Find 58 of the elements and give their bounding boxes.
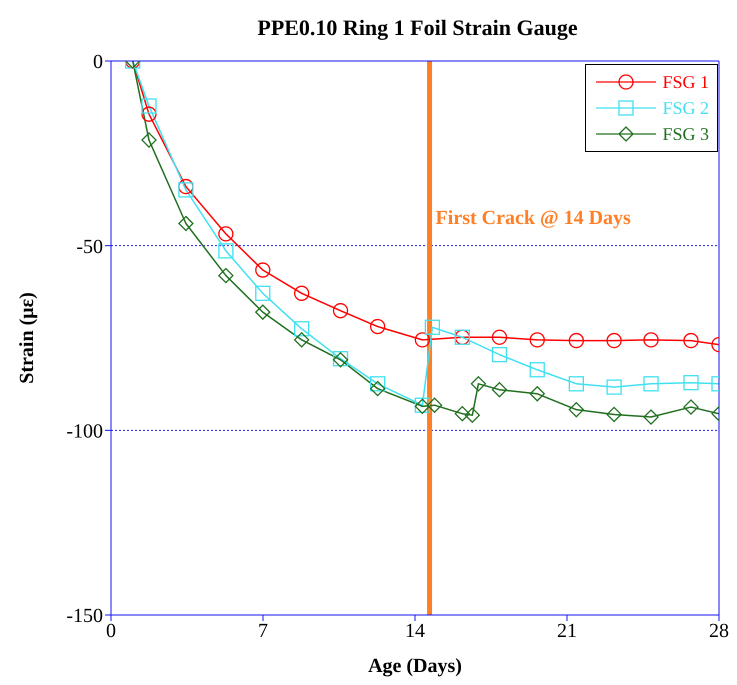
point (141, 132, 157, 148)
point (218, 268, 234, 284)
point (178, 216, 194, 232)
point (530, 362, 545, 378)
x-tick-label: 28 (709, 620, 729, 642)
point (218, 226, 234, 242)
point (606, 332, 622, 348)
point (426, 398, 442, 413)
point (370, 318, 386, 334)
point (294, 332, 310, 348)
point (178, 178, 194, 194)
point (370, 380, 386, 396)
point (683, 332, 699, 348)
point (568, 402, 584, 418)
point (568, 332, 584, 348)
chart-title: PPE0.10 Ring 1 Foil Strain Gauge (256, 14, 579, 42)
point (606, 406, 622, 422)
point (255, 262, 270, 278)
point (255, 304, 270, 320)
x-tick-label: 14 (405, 620, 425, 642)
point (470, 376, 486, 392)
point (530, 386, 545, 402)
legend-label: FSG 3 (662, 123, 709, 146)
point (492, 346, 508, 362)
point (492, 330, 508, 345)
point (683, 375, 699, 390)
point (568, 376, 584, 392)
point (255, 286, 270, 301)
x-axis-title: Age (Days) (368, 655, 462, 677)
point (530, 332, 545, 348)
y-tick-label: 0 (93, 51, 103, 74)
y-tick-label: -50 (76, 236, 103, 258)
point (454, 406, 470, 422)
y-tick-label: -150 (66, 605, 103, 628)
y-axis-title: Strain (με) (16, 292, 38, 384)
legend-label: FSG 2 (662, 97, 709, 120)
point (141, 106, 157, 122)
ref-line-label: First Crack @ 14 Days (436, 207, 632, 229)
point (414, 332, 430, 348)
legend-label: FSG 1 (662, 71, 709, 94)
point (332, 303, 348, 318)
point (294, 286, 310, 301)
point (606, 379, 622, 395)
point (294, 321, 310, 336)
point (643, 376, 659, 392)
y-tick-label: -100 (66, 420, 103, 442)
point (643, 332, 659, 348)
x-tick-label: 7 (258, 620, 268, 642)
point (178, 182, 194, 198)
point (683, 399, 699, 415)
x-tick-label: 21 (557, 620, 577, 642)
point (218, 243, 234, 258)
point (492, 382, 508, 398)
point (424, 320, 440, 335)
point (370, 376, 386, 392)
point (141, 98, 157, 114)
point (464, 408, 480, 423)
point (643, 409, 659, 425)
